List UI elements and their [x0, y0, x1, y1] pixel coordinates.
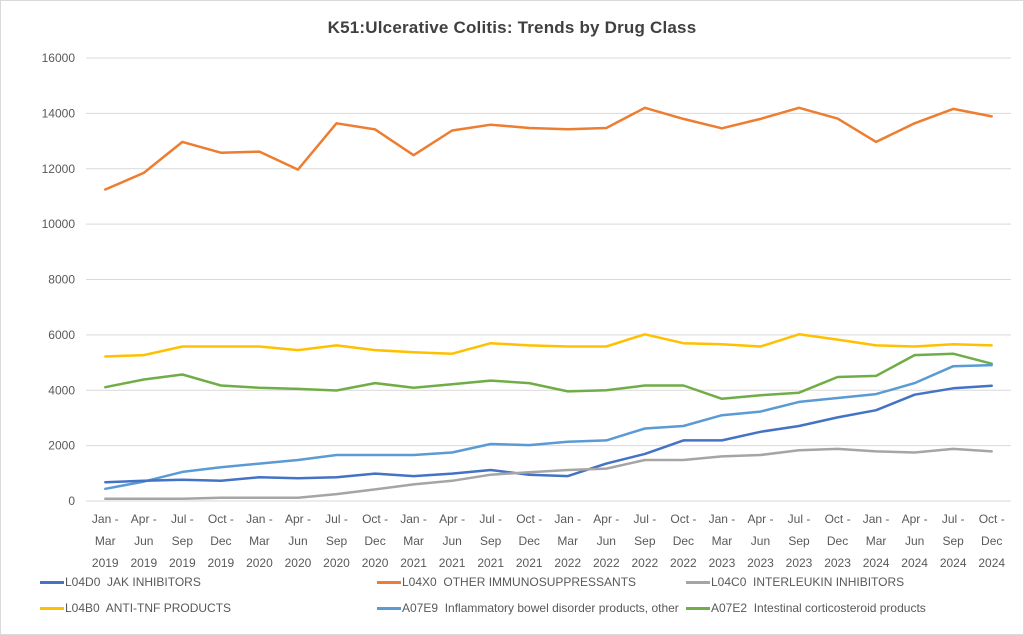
y-tick-label: 14000 — [42, 106, 76, 120]
legend-label: A07E2 Intestinal corticosteroid products — [711, 601, 926, 615]
y-tick-label: 16000 — [42, 51, 76, 65]
x-tick-label: Apr -Jun 2024 — [901, 512, 928, 570]
x-tick-label: Jul -Sep 2022 — [632, 512, 659, 570]
x-tick-label: Oct -Dec 2022 — [670, 512, 697, 570]
x-tick-label: Oct -Dec 2023 — [824, 512, 851, 570]
y-tick-label: 2000 — [48, 439, 75, 453]
x-tick-label: Jan -Mar 2023 — [709, 512, 736, 570]
legend-item: L04X0 OTHER IMMUNOSUPPRESSANTS — [377, 575, 636, 589]
x-tick-label: Apr -Jun 2023 — [747, 512, 774, 570]
legend-swatch — [40, 580, 64, 584]
series-lines — [104, 106, 993, 501]
legend-item: A07E9 Inflammatory bowel disorder produc… — [377, 601, 679, 615]
series-line-a07e2 — [104, 352, 993, 401]
x-tick-label: Jan -Mar 2019 — [92, 512, 119, 570]
x-tick-label: Oct -Dec 2021 — [516, 512, 543, 570]
x-tick-label: Oct -Dec 2020 — [362, 512, 389, 570]
y-tick-label: 4000 — [48, 383, 75, 397]
legend-item: L04C0 INTERLEUKIN INHIBITORS — [686, 575, 904, 589]
x-tick-label: Apr -Jun 2021 — [439, 512, 466, 570]
line-chart: 0 2000 4000 6000 8000 10000 12000 14000 16000 Ja… — [42, 51, 1011, 570]
legend-label: L04B0 ANTI-TNF PRODUCTS — [65, 601, 232, 615]
x-axis-ticks: Jan -Mar 2019 Apr -Jun 2019 Jul -Sep 2019 Oct … — [92, 512, 1005, 570]
x-tick-label: Jan -Mar 2022 — [554, 512, 581, 570]
legend-label: L04X0 OTHER IMMUNOSUPPRESSANTS — [402, 575, 637, 589]
x-tick-label: Jul -Sep 2019 — [169, 512, 196, 570]
series-line-l04c0 — [104, 447, 993, 501]
legend-swatch — [377, 606, 401, 610]
legend-swatch — [686, 606, 710, 610]
legend-swatch — [40, 606, 64, 610]
legend-item: L04B0 ANTI-TNF PRODUCTS — [40, 601, 231, 615]
x-tick-label: Apr -Jun 2019 — [130, 512, 157, 570]
x-tick-label: Jul -Sep 2024 — [940, 512, 967, 570]
gridlines — [86, 57, 1011, 502]
x-tick-label: Oct -Dec 2024 — [978, 512, 1005, 570]
legend-label: L04D0 JAK INHIBITORS — [65, 575, 201, 589]
y-tick-label: 10000 — [42, 217, 76, 231]
y-tick-label: 0 — [68, 494, 75, 508]
legend-swatch — [686, 580, 710, 584]
y-axis-ticks: 0 2000 4000 6000 8000 10000 12000 14000 16000 — [42, 51, 76, 508]
legend-label: L04C0 INTERLEUKIN INHIBITORS — [711, 575, 905, 589]
series-line-a07e9 — [104, 363, 993, 491]
x-tick-label: Apr -Jun 2022 — [593, 512, 620, 570]
series-line-l04x0 — [104, 106, 993, 191]
x-tick-label: Apr -Jun 2020 — [285, 512, 312, 570]
legend-item: L04D0 JAK INHIBITORS — [40, 575, 201, 589]
chart-title: K51:Ulcerative Colitis: Trends by Drug C… — [327, 18, 697, 37]
legend-item: A07E2 Intestinal corticosteroid products — [686, 601, 926, 615]
x-tick-label: Oct -Dec 2019 — [208, 512, 235, 570]
x-tick-label: Jan -Mar 2020 — [246, 512, 273, 570]
y-tick-label: 8000 — [48, 273, 75, 287]
series-line-l04d0 — [104, 384, 993, 484]
x-tick-label: Jul -Sep 2023 — [786, 512, 813, 570]
x-tick-label: Jul -Sep 2020 — [323, 512, 350, 570]
legend-swatch — [377, 580, 401, 584]
x-tick-label: Jan -Mar 2024 — [863, 512, 890, 570]
y-tick-label: 12000 — [42, 162, 76, 176]
legend-label: A07E9 Inflammatory bowel disorder produc… — [402, 601, 679, 615]
series-line-l04b0 — [104, 333, 993, 358]
x-tick-label: Jan -Mar 2021 — [400, 512, 427, 570]
x-tick-label: Jul -Sep 2021 — [477, 512, 504, 570]
y-tick-label: 6000 — [48, 328, 75, 342]
